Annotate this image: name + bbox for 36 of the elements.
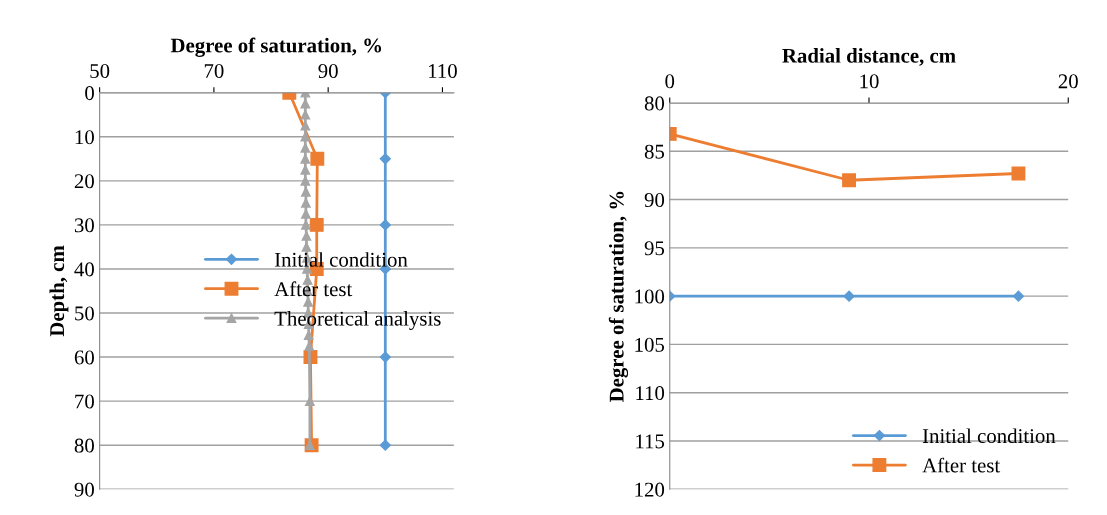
x-tick-label: 10: [860, 74, 879, 89]
y-tick-label: 85: [644, 144, 665, 159]
x-tick-label: 110: [429, 63, 457, 79]
point: [1012, 290, 1025, 302]
y-tick-label: 10: [75, 130, 94, 145]
y-tick-label: 115: [636, 434, 665, 449]
y-tick-label: 120: [635, 482, 665, 497]
y-axis-title: Degree of saturation, %: [608, 191, 629, 403]
y-tick-label: 70: [75, 394, 94, 409]
y-tick-label: 40: [74, 262, 94, 277]
x-tick-label: 0: [665, 74, 675, 89]
y-tick-label: 80: [74, 438, 94, 453]
point: [843, 290, 855, 302]
y-tick-label: 105: [635, 337, 665, 352]
y-tick-label: 60: [74, 350, 94, 365]
x-tick-label: 70: [204, 63, 224, 79]
x-tick-label: 90: [318, 63, 338, 79]
x-axis-title: Degree of saturation, %: [170, 37, 382, 57]
legend-label: Initial condition: [922, 428, 1056, 444]
y-tick-label: 110: [636, 386, 665, 401]
y-axis-title: Depth, cm: [49, 245, 69, 337]
y-tick-label: 95: [644, 241, 665, 256]
x-tick-label: 20: [1058, 74, 1078, 89]
y-tick-label: 90: [644, 192, 665, 207]
y-tick-label: 20: [74, 174, 94, 189]
y-tick-label: 80: [644, 96, 665, 111]
y-tick-label: 50: [75, 306, 94, 321]
legend-label: After test: [922, 457, 1001, 473]
point: [1011, 166, 1026, 181]
x-tick-label: 50: [90, 63, 110, 79]
y-tick-label: 100: [635, 289, 665, 304]
point: [842, 173, 857, 188]
x-axis-title: Radial distance, cm: [782, 48, 956, 66]
y-tick-label: 90: [74, 482, 94, 497]
y-tick-label: 0: [85, 86, 94, 101]
y-tick-label: 30: [74, 218, 94, 233]
